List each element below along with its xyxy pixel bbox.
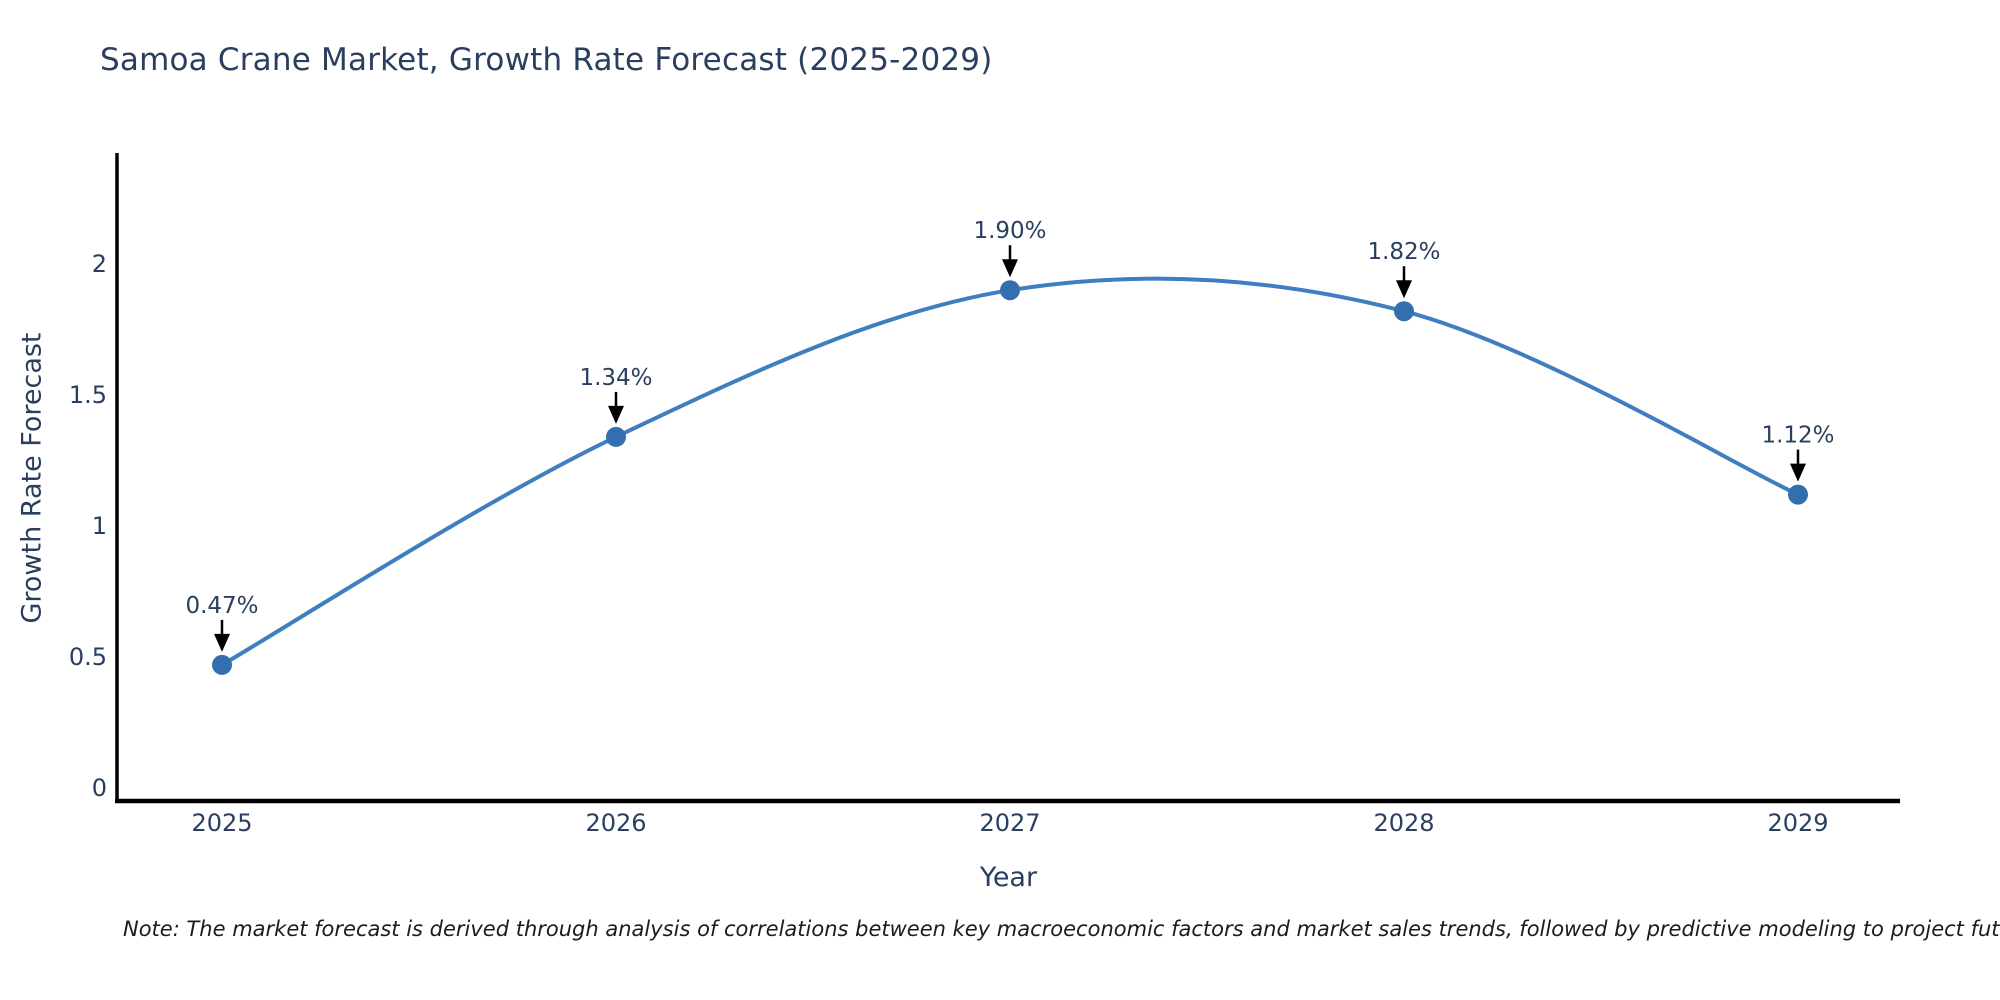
forecast-line bbox=[220, 276, 1799, 667]
y-tick-label: 1.5 bbox=[69, 381, 107, 409]
footnote: Note: The market forecast is derived thr… bbox=[123, 917, 2000, 941]
point-annotation: 1.34% bbox=[579, 365, 652, 391]
data-point-2027[interactable] bbox=[1000, 280, 1020, 301]
y-tick-label: 1 bbox=[92, 512, 107, 540]
x-tick-label: 2025 bbox=[191, 809, 252, 837]
chart-title: Samoa Crane Market, Growth Rate Forecast… bbox=[100, 42, 993, 78]
y-axis-title: Growth Rate Forecast bbox=[16, 332, 48, 624]
x-tick-label: 2027 bbox=[979, 809, 1040, 837]
x-tick-label: 2026 bbox=[585, 809, 646, 837]
y-tick-label: 0 bbox=[92, 774, 107, 802]
annotation-arrowhead bbox=[608, 405, 624, 424]
annotation-arrowhead bbox=[1396, 280, 1412, 299]
data-point-2025[interactable] bbox=[212, 654, 232, 675]
x-axis-title: Year bbox=[979, 862, 1038, 893]
y-tick-label: 2 bbox=[92, 250, 107, 278]
data-point-2029[interactable] bbox=[1788, 484, 1808, 505]
x-tick-label: 2029 bbox=[1767, 809, 1828, 837]
annotation-arrowhead bbox=[1790, 463, 1806, 482]
y-tick-label: 0.5 bbox=[69, 643, 107, 671]
annotation-arrowhead bbox=[214, 633, 230, 652]
point-annotation: 1.12% bbox=[1761, 423, 1834, 449]
data-point-2026[interactable] bbox=[606, 426, 626, 447]
point-annotation: 0.47% bbox=[185, 593, 258, 619]
x-tick-label: 2028 bbox=[1373, 809, 1434, 837]
point-annotation: 1.90% bbox=[973, 218, 1046, 244]
point-annotation: 1.82% bbox=[1367, 239, 1440, 265]
data-point-2028[interactable] bbox=[1394, 301, 1414, 322]
annotation-arrowhead bbox=[1002, 259, 1018, 278]
